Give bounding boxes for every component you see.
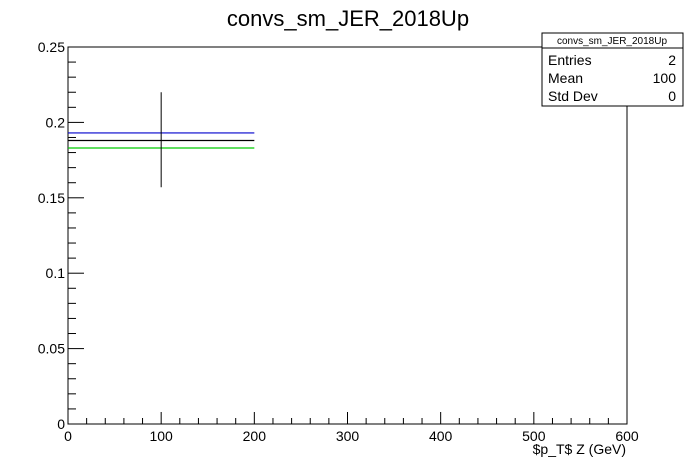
stats-mean-label: Mean (548, 70, 583, 86)
x-tick-label: 200 (243, 428, 267, 444)
stats-entries-label: Entries (548, 52, 592, 68)
y-tick-label: 0.15 (38, 190, 65, 206)
y-tick-label: 0.1 (46, 265, 66, 281)
x-tick-label: 100 (149, 428, 173, 444)
stats-stddev-value: 0 (668, 88, 676, 104)
stats-box: convs_sm_JER_2018Up Entries 2 Mean 100 S… (541, 32, 684, 107)
x-tick-label: 300 (336, 428, 360, 444)
stats-box-title: convs_sm_JER_2018Up (557, 36, 667, 47)
y-tick-label: 0 (57, 416, 65, 432)
x-tick-label: 400 (429, 428, 453, 444)
axis-ticks: 0 100 200 300 400 500 600 0 0.05 0.1 0.15 0.2 0.25 (38, 39, 639, 444)
stats-entries-value: 2 (668, 52, 676, 68)
chart-title: convs_sm_JER_2018Up (227, 6, 469, 31)
x-tick-label: 600 (615, 428, 639, 444)
stats-stddev-label: Std Dev (548, 88, 598, 104)
y-tick-label: 0.2 (46, 114, 66, 130)
x-tick-label: 0 (64, 428, 72, 444)
y-tick-label: 0.25 (38, 39, 65, 55)
y-tick-label: 0.05 (38, 341, 65, 357)
stats-mean-value: 100 (653, 70, 677, 86)
x-tick-label: 500 (522, 428, 546, 444)
x-axis-label: $p_T$ Z (GeV) (533, 441, 626, 457)
